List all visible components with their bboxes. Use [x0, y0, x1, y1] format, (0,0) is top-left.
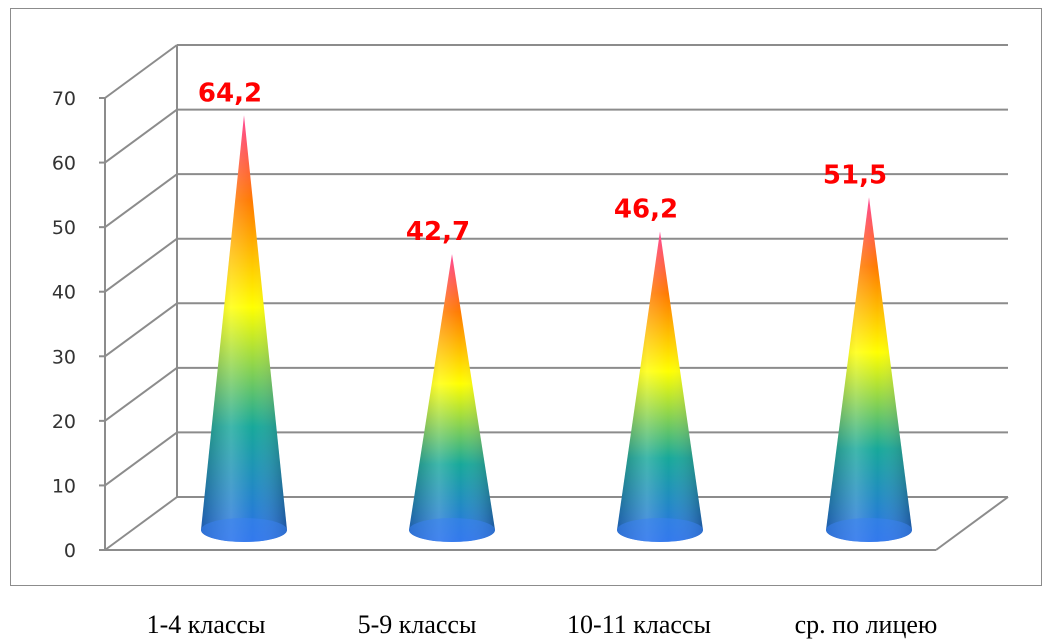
- cone-shading: [409, 254, 495, 542]
- cone-shading: [826, 197, 912, 542]
- floor-right-edge: [935, 496, 1009, 551]
- y-tick-label: 20: [52, 411, 76, 433]
- cone-1: [201, 115, 287, 542]
- data-label: 46,2: [614, 195, 678, 225]
- chart-frame: [10, 8, 1042, 586]
- y-tick-label: 30: [52, 346, 76, 368]
- y-tick-label: 0: [64, 540, 76, 562]
- cone-4: [826, 197, 912, 542]
- grid-diagonal: [104, 496, 178, 551]
- grid-diagonal: [104, 44, 178, 99]
- grid-diagonal: [104, 108, 178, 164]
- data-label: 64,2: [198, 78, 262, 108]
- cone-2: [409, 254, 495, 542]
- data-label: 42,7: [406, 217, 470, 247]
- cone-base: [409, 518, 495, 542]
- grid-diagonal: [104, 431, 178, 487]
- cone-3: [617, 231, 703, 543]
- y-tick-label: 40: [52, 282, 76, 304]
- y-tick-label: 50: [52, 217, 76, 239]
- cone-shading: [201, 115, 287, 542]
- y-axis-ticks: 0 10 20 30 40 50 60 70: [52, 88, 76, 562]
- cone-base: [201, 518, 287, 542]
- grid-diagonal: [104, 302, 178, 358]
- y-tick-label: 60: [52, 153, 76, 175]
- y-tick-label: 70: [52, 88, 76, 110]
- data-label: 51,5: [823, 160, 887, 190]
- data-labels-layer: 64,2 42,7 46,2 51,5: [198, 78, 887, 247]
- grid-diagonal: [104, 173, 178, 228]
- grid-diagonal: [104, 367, 178, 422]
- cones-layer: [201, 115, 912, 543]
- cone-shading: [617, 231, 703, 543]
- grid-diagonal: [104, 237, 178, 293]
- y-tick-label: 10: [52, 475, 76, 497]
- cone-base: [826, 518, 912, 542]
- cone-base: [617, 518, 703, 542]
